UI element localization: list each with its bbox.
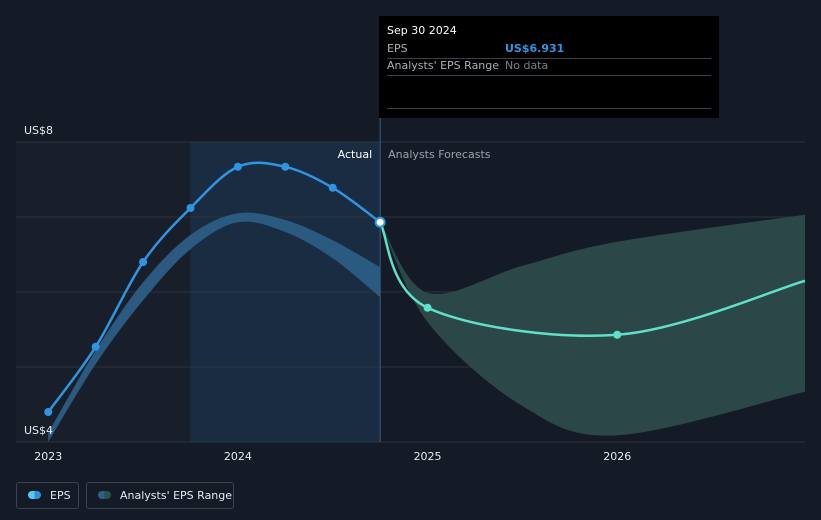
- legend-label-eps: EPS: [50, 489, 71, 502]
- tooltip-eps-label: EPS: [387, 42, 408, 55]
- eps-range-legend-swatch: [98, 491, 111, 499]
- analysts-eps-range-band-forecast: [380, 214, 805, 436]
- eps-data-point-1: [91, 342, 100, 351]
- actual-section-label: Actual: [338, 148, 372, 161]
- analysts-eps-range-band-past: [48, 212, 381, 442]
- y-tick-label-top: US$8: [24, 124, 53, 137]
- eps-data-point-4: [233, 162, 242, 171]
- eps-forecast-line: [379, 221, 806, 337]
- x-tick-label-2026: 2026: [603, 450, 631, 463]
- tooltip-row-empty: [387, 92, 711, 109]
- tooltip-row-eps: EPS US$6.931: [387, 41, 711, 59]
- eps-data-point-5: [281, 162, 290, 171]
- tooltip-range-label: Analysts' EPS Range: [387, 59, 500, 72]
- x-tick-label-2025: 2025: [414, 450, 442, 463]
- tooltip-date: Sep 30 2024: [387, 24, 457, 37]
- eps-legend-swatch: [28, 491, 41, 499]
- tooltip-eps-value: US$6.931: [505, 42, 565, 55]
- legend-item-eps[interactable]: EPS: [16, 482, 79, 509]
- eps-forecast-point-2: [613, 330, 622, 339]
- eps-data-point-6: [328, 183, 337, 192]
- legend-item-eps-range[interactable]: Analysts' EPS Range: [86, 482, 234, 509]
- eps-data-point-2: [139, 258, 148, 266]
- y-tick-label-bottom: US$4: [24, 424, 53, 437]
- eps-forecast-point-1: [423, 303, 432, 312]
- tooltip-row-range: Analysts' EPS Range No data: [387, 58, 711, 76]
- x-tick-label-2024: 2024: [224, 450, 252, 463]
- tooltip: Sep 30 2024 EPS US$6.931 Analysts' EPS R…: [379, 16, 719, 118]
- eps-highlighted-point: [374, 216, 386, 228]
- eps-data-point-3: [186, 204, 195, 212]
- forecast-section-label: Analysts Forecasts: [388, 148, 491, 161]
- x-tick-label-2023: 2023: [34, 450, 62, 463]
- eps-data-point-0: [44, 408, 53, 416]
- legend-label-eps-range: Analysts' EPS Range: [120, 489, 233, 502]
- tooltip-range-value: No data: [505, 59, 549, 72]
